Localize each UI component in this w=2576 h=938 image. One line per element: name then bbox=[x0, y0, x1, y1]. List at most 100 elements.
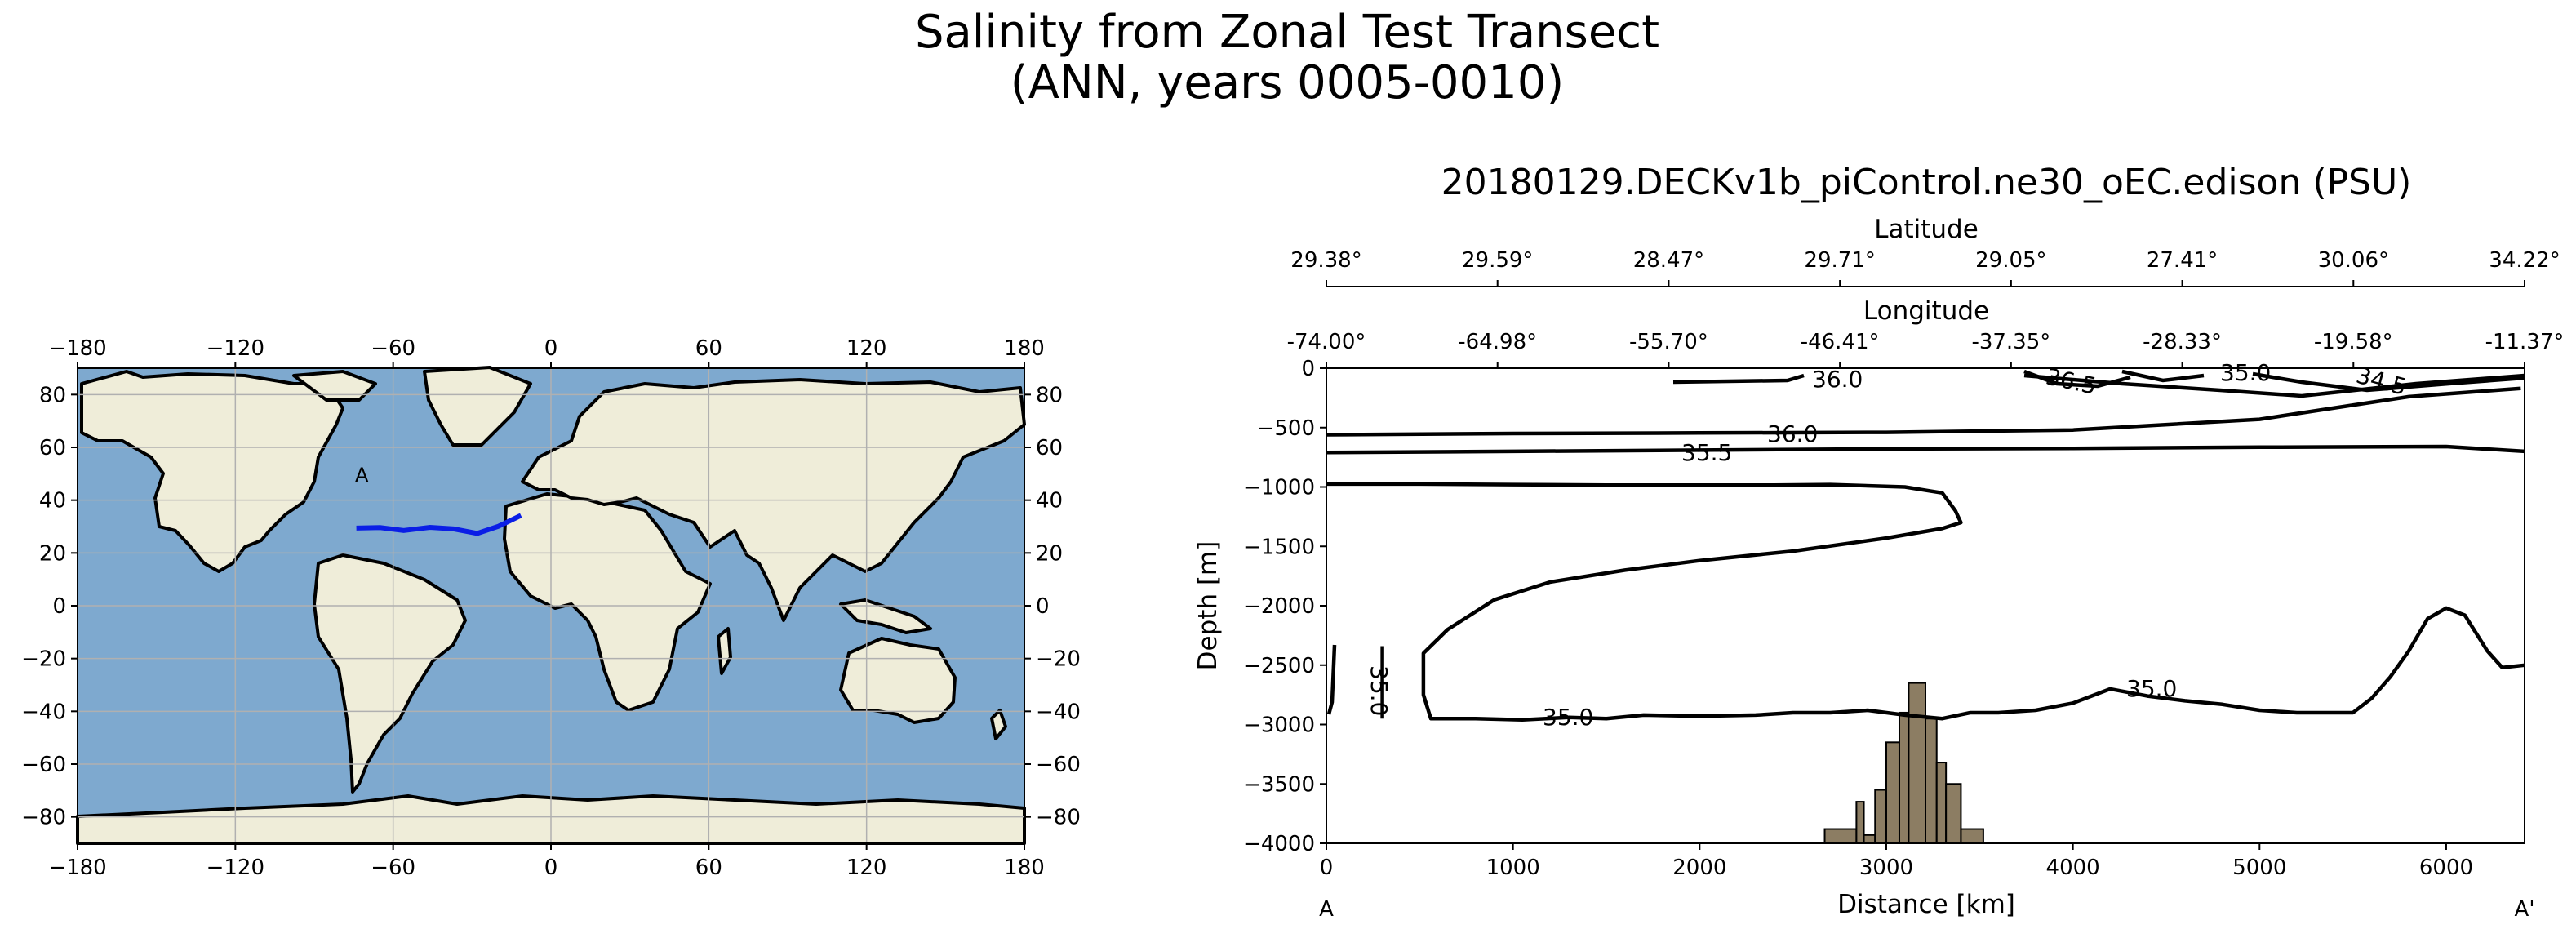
map-left-tick-label: −80 bbox=[21, 806, 66, 830]
bathymetry-segment bbox=[1898, 711, 1910, 845]
africa-landmass bbox=[503, 492, 712, 712]
map-bottom-tick-label: 60 bbox=[695, 856, 722, 880]
latitude-axis-label: Latitude bbox=[1874, 215, 1979, 244]
contour-line-surface bbox=[2121, 369, 2205, 383]
contour-labels: 36.0 36.0 35.5 35.0 35.0 35.0 36.5 35.0 … bbox=[1366, 359, 2409, 731]
longitude-axis-label: Longitude bbox=[1863, 296, 1989, 326]
longitude-tick-label: -28.33° bbox=[2143, 330, 2222, 354]
map-right-tick-label: 0 bbox=[1036, 594, 1050, 619]
bathymetry-segment bbox=[1960, 828, 1984, 844]
longitude-tick-label: -64.98° bbox=[1458, 330, 1537, 354]
bathymetry-segment bbox=[1874, 789, 1887, 845]
latitude-tick-label: 34.22° bbox=[2489, 248, 2560, 273]
bathymetry-segment bbox=[1945, 783, 1962, 844]
longitude-tick-label: -11.37° bbox=[2485, 330, 2565, 354]
bathymetry-segment bbox=[1855, 801, 1865, 845]
contour-label-36-0: 36.0 bbox=[1767, 420, 1818, 447]
contour-line bbox=[1326, 386, 2521, 437]
map-top-tick-label: 0 bbox=[544, 336, 558, 361]
section-start-label: A bbox=[1319, 897, 1334, 922]
latitude-tick-label: 30.06° bbox=[2318, 248, 2389, 273]
x-tick-label: 1000 bbox=[1486, 856, 1540, 880]
x-tick-label: 4000 bbox=[2046, 856, 2100, 880]
latitude-tick-label: 29.71° bbox=[1804, 248, 1875, 273]
y-tick-label: −4000 bbox=[1243, 832, 1315, 856]
bathymetry-segment bbox=[1863, 834, 1876, 845]
map-top-tick-label: 60 bbox=[695, 336, 722, 361]
figure-title-line2: (ANN, years 0005-0010) bbox=[1010, 56, 1565, 109]
canadian-islands bbox=[292, 370, 377, 402]
longitude-ticks: -74.00° -64.98° -55.70° -46.41° -37.35° -28.3… bbox=[1287, 330, 2565, 368]
y-axis-label: Depth [m] bbox=[1193, 541, 1223, 671]
map-top-tick-label: 120 bbox=[846, 336, 887, 361]
map-bottom-tick-label: −120 bbox=[207, 856, 264, 880]
greenland-landmass bbox=[423, 366, 532, 447]
map-left-tick-label: −40 bbox=[21, 700, 66, 724]
map-bottom-tick-label: −180 bbox=[48, 856, 106, 880]
southeast-asia-islands bbox=[839, 598, 932, 634]
latitude-ticks: 29.38° 29.59° 28.47° 29.71° 29.05° 27.41° 30.0… bbox=[1290, 248, 2560, 287]
longitude-tick-label: -74.00° bbox=[1287, 330, 1366, 354]
madagascar bbox=[717, 627, 732, 675]
section-title: 20180129.DECKv1b_piControl.ne30_oEC.edis… bbox=[1441, 162, 2412, 203]
map-left-tick-label: 80 bbox=[39, 383, 66, 407]
latitude-tick-label: 28.47° bbox=[1633, 248, 1704, 273]
y-tick-label: −1500 bbox=[1243, 535, 1315, 559]
south-america-landmass bbox=[313, 553, 467, 794]
y-tick-label: −1000 bbox=[1243, 476, 1315, 500]
contour-line-surface bbox=[1672, 373, 1805, 385]
salinity-contours bbox=[1326, 369, 2525, 722]
map-right-tick-label: 40 bbox=[1036, 489, 1063, 513]
map-right-tick-label: −40 bbox=[1036, 700, 1081, 724]
contour-label-35-0-west: 35.0 bbox=[1366, 665, 1392, 716]
contour-label-35-5: 35.5 bbox=[1681, 439, 1732, 466]
map-bottom-tick-label: 0 bbox=[544, 856, 558, 880]
y-tick-label: −3500 bbox=[1243, 772, 1315, 797]
latitude-tick-label: 29.05° bbox=[1975, 248, 2046, 273]
transect-start-label: A bbox=[355, 464, 369, 487]
map-right-tick-label: −80 bbox=[1036, 806, 1081, 830]
map-left-tick-label: 20 bbox=[39, 541, 66, 566]
y-tick-label: −2000 bbox=[1243, 594, 1315, 619]
longitude-tick-label: -19.58° bbox=[2314, 330, 2393, 354]
bathymetry-segment bbox=[1908, 682, 1927, 845]
y-tick-label: −3000 bbox=[1243, 714, 1315, 738]
map-left-tick-label: 60 bbox=[39, 436, 66, 460]
longitude-tick-label: -37.35° bbox=[1971, 330, 2050, 354]
x-tick-label: 6000 bbox=[2419, 856, 2473, 880]
latitude-tick-label: 29.38° bbox=[1290, 248, 1361, 273]
contour-label-35-0-top: 35.0 bbox=[2220, 359, 2271, 386]
bathymetry bbox=[1823, 682, 1984, 845]
map-top-tick-label: 180 bbox=[1004, 336, 1045, 361]
latitude-tick-label: 27.41° bbox=[2147, 248, 2218, 273]
map-top-tick-label: −180 bbox=[48, 336, 106, 361]
map-top-tick-label: −120 bbox=[207, 336, 264, 361]
y-tick-label: 0 bbox=[1301, 357, 1315, 381]
bathymetry-segment bbox=[1935, 762, 1948, 844]
longitude-tick-label: -55.70° bbox=[1629, 330, 1708, 354]
x-tick-label: 0 bbox=[1320, 856, 1334, 880]
contour-line-surface bbox=[2023, 373, 2525, 398]
map-left-tick-label: 0 bbox=[52, 594, 66, 619]
bathymetry-segment bbox=[1885, 741, 1900, 845]
figure-title-line1: Salinity from Zonal Test Transect bbox=[915, 6, 1659, 59]
x-axis-label: Distance [km] bbox=[1837, 890, 2015, 919]
map-right-tick-label: −60 bbox=[1036, 753, 1081, 777]
y-tick-label: −2500 bbox=[1243, 654, 1315, 678]
map-bottom-tick-label: 180 bbox=[1004, 856, 1045, 880]
bathymetry-segment bbox=[1823, 828, 1858, 844]
contour-line bbox=[1326, 444, 2525, 455]
transect-line bbox=[356, 513, 522, 536]
map-right-tick-label: 60 bbox=[1036, 436, 1063, 460]
map-right-tick-label: 20 bbox=[1036, 541, 1063, 566]
section-panel: 20180129.DECKv1b_piControl.ne30_oEC.edis… bbox=[1193, 162, 2564, 922]
contour-line bbox=[1326, 482, 2525, 722]
x-tick-label: 3000 bbox=[1859, 856, 1913, 880]
contour-label-36-0-top: 36.0 bbox=[1812, 366, 1863, 393]
section-end-label: A' bbox=[2515, 897, 2535, 922]
map-bottom-tick-label: 120 bbox=[846, 856, 887, 880]
contour-line-west bbox=[1326, 644, 1337, 715]
section-tick-labels: 0 1000 2000 3000 4000 5000 6000 0 −500 −1000 −1500… bbox=[1243, 357, 2473, 880]
map-panel: A −180 −180 −120 −120 −60 −60 0 0 60 60 120 120 180 1… bbox=[21, 336, 1081, 880]
